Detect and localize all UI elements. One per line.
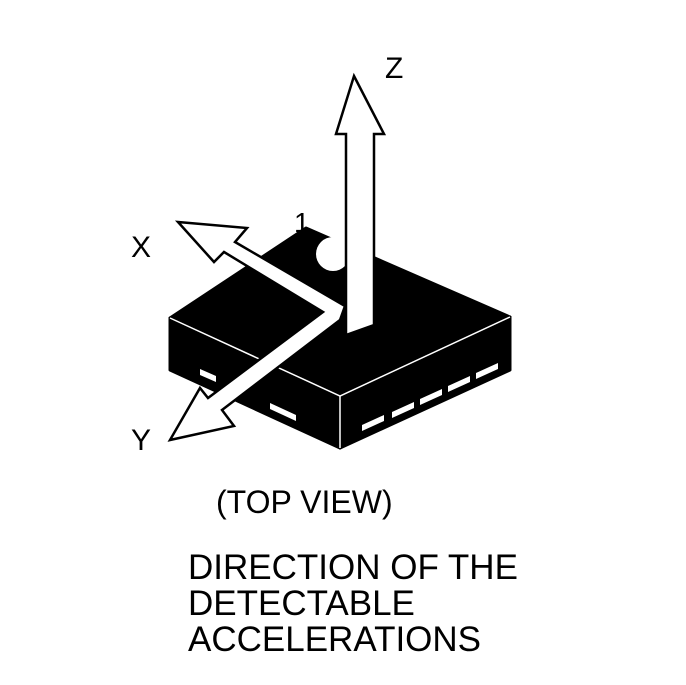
xy-axis-arrow [167,220,347,442]
pin1-dot [316,237,350,271]
direction-caption-line-2: DETECTABLE [188,584,415,623]
left-side-pads [200,369,296,421]
pin1-label: 1 [294,207,310,238]
z-axis-arrow [334,72,387,337]
direction-caption-line-1: DIRECTION OF THE [188,548,518,587]
y-axis-label: Y [131,424,151,457]
x-axis-label: X [131,231,151,264]
view-caption: (TOP VIEW) [216,484,393,520]
right-side-pads [362,363,498,431]
direction-caption: DIRECTION OF THE DETECTABLE ACCELERATION… [188,550,518,658]
direction-caption-line-3: ACCELERATIONS [188,620,482,659]
z-axis-label: Z [385,52,403,85]
